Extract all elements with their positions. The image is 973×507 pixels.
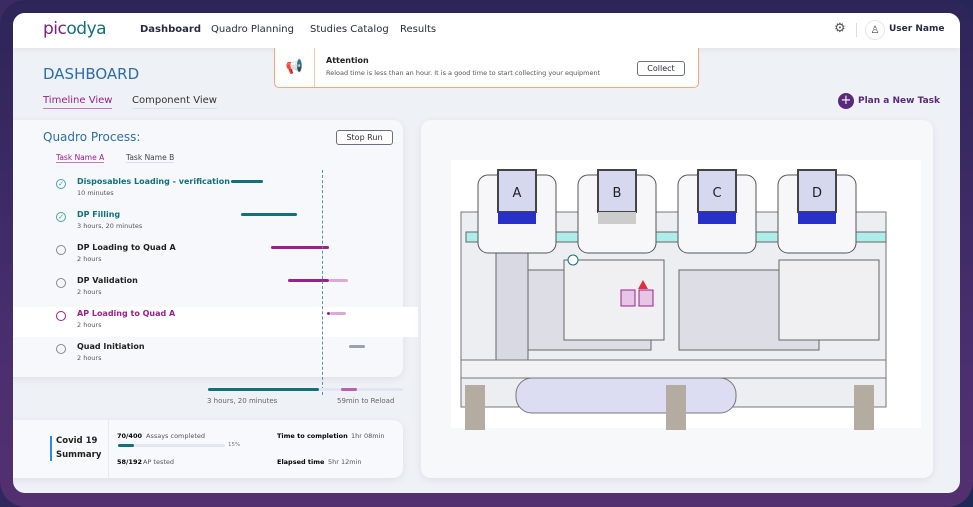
summary-accent xyxy=(50,436,52,461)
stop-run-button[interactable]: Stop Run xyxy=(336,130,393,145)
quadro-process-card: Quadro Process: Stop Run Task Name A Tas… xyxy=(13,120,418,395)
step-duration: 3 hours, 20 minutes xyxy=(77,222,143,230)
nav-dashboard[interactable]: Dashboard xyxy=(140,24,201,35)
module-C: C xyxy=(677,169,757,254)
alert-message: Reload time is less than an hour. It is … xyxy=(326,69,601,77)
header: picodya Dashboard Quadro Planning Studie… xyxy=(13,13,960,48)
elapsed-time-value: 5hr 12min xyxy=(328,458,362,466)
user-avatar-icon[interactable]: ♙ xyxy=(865,20,885,40)
app: picodya Dashboard Quadro Planning Studie… xyxy=(13,13,960,493)
task-tab-b[interactable]: Task Name B xyxy=(126,153,175,163)
assays-progress-fill xyxy=(118,444,135,447)
timeline-bar xyxy=(349,345,365,348)
ap-count: 58/192 xyxy=(117,458,142,466)
module-D: D xyxy=(777,169,857,254)
circle-icon xyxy=(56,245,66,255)
summary-title-2: Summary xyxy=(56,450,102,460)
attention-alert: 📢 Attention Reload time is less than an … xyxy=(274,48,699,88)
leg xyxy=(465,385,485,430)
step-name: DP Loading to Quad A xyxy=(77,243,176,252)
timeline-bar xyxy=(231,180,263,183)
elapsed-time-label: Elapsed time xyxy=(277,458,325,466)
drawer xyxy=(515,377,737,414)
timeline-bar xyxy=(271,246,329,249)
step-name: Disposables Loading - verification xyxy=(77,177,230,186)
time-to-completion-value: 1hr 08min xyxy=(351,432,385,440)
time-to-completion-label: Time to completion xyxy=(277,432,348,440)
task-tab-a[interactable]: Task Name A xyxy=(56,153,105,163)
assays-label: Assays completed xyxy=(146,432,205,440)
module-label: C xyxy=(712,186,721,201)
logo[interactable]: picodya xyxy=(43,19,107,39)
check-circle-icon: ✓ xyxy=(56,179,66,189)
step-duration: 2 hours xyxy=(77,288,102,296)
timeline-bar xyxy=(288,279,329,282)
tray-d xyxy=(778,259,880,341)
module-label: D xyxy=(812,186,822,201)
circle-icon xyxy=(56,278,66,288)
step-duration: 2 hours xyxy=(77,321,102,329)
step-duration: 10 minutes xyxy=(77,189,114,197)
megaphone-icon: 📢 xyxy=(275,48,315,87)
step-name: Quad Initiation xyxy=(77,342,145,351)
nav-studies-catalog[interactable]: Studies Catalog xyxy=(310,24,389,35)
rail xyxy=(465,231,887,243)
summary-title-1: Covid 19 xyxy=(56,436,98,446)
elapsed-label: 3 hours, 20 minutes xyxy=(207,397,278,405)
leg xyxy=(854,385,874,430)
timeline-bar xyxy=(329,279,348,282)
summary-card: Covid 19 Summary 70/400 Assays completed… xyxy=(13,420,403,478)
divider xyxy=(108,420,109,478)
assays-percent: 15% xyxy=(228,442,241,448)
user-name[interactable]: User Name xyxy=(889,24,945,34)
step-duration: 2 hours xyxy=(77,354,102,362)
step-name: AP Loading to Quad A xyxy=(77,309,176,318)
nav-results[interactable]: Results xyxy=(400,24,437,35)
page-title: DASHBOARD xyxy=(43,65,140,83)
reload-bar xyxy=(341,388,357,391)
gear-icon[interactable]: ⚙ xyxy=(834,21,846,36)
reload-label: 59min to Reload xyxy=(337,397,395,405)
timeline-bar xyxy=(330,312,346,315)
tab-component-view[interactable]: Component View xyxy=(132,95,217,109)
now-line xyxy=(322,170,323,395)
circle-icon xyxy=(56,344,66,354)
module-label: A xyxy=(513,186,522,201)
elapsed-bar xyxy=(208,388,319,391)
timeline-bar xyxy=(241,213,297,216)
circle-icon xyxy=(56,311,66,321)
assays-count: 70/400 xyxy=(117,432,142,440)
active-row-highlight xyxy=(13,307,418,337)
plate-highlight xyxy=(638,289,654,307)
step-name: DP Validation xyxy=(77,276,138,285)
warning-icon xyxy=(638,280,648,289)
plus-icon[interactable]: + xyxy=(838,93,854,109)
process-title: Quadro Process: xyxy=(43,130,141,144)
plate-highlight xyxy=(620,289,636,307)
machine-card: A B C D xyxy=(421,120,933,478)
check-circle-icon: ✓ xyxy=(56,212,66,222)
divider xyxy=(856,23,857,37)
machine-diagram[interactable]: A B C D xyxy=(421,120,933,478)
tab-timeline-view[interactable]: Timeline View xyxy=(43,95,113,109)
check-icon xyxy=(567,254,579,266)
assays-progress-track xyxy=(118,444,225,447)
module-B: B xyxy=(577,169,657,254)
step-duration: 2 hours xyxy=(77,255,102,263)
timeline-bar xyxy=(327,312,330,315)
module-A: A xyxy=(477,169,557,254)
step-name: DP Filling xyxy=(77,210,121,219)
robot-arm xyxy=(495,234,529,376)
plan-new-task-button[interactable]: Plan a New Task xyxy=(858,96,940,106)
nav-quadro-planning[interactable]: Quadro Planning xyxy=(211,24,294,35)
leg xyxy=(666,385,686,430)
alert-title: Attention xyxy=(326,56,369,65)
collect-button[interactable]: Collect xyxy=(637,61,685,76)
module-label: B xyxy=(613,186,622,201)
ap-label: AP tested xyxy=(143,458,175,466)
lower-rail xyxy=(460,359,887,379)
